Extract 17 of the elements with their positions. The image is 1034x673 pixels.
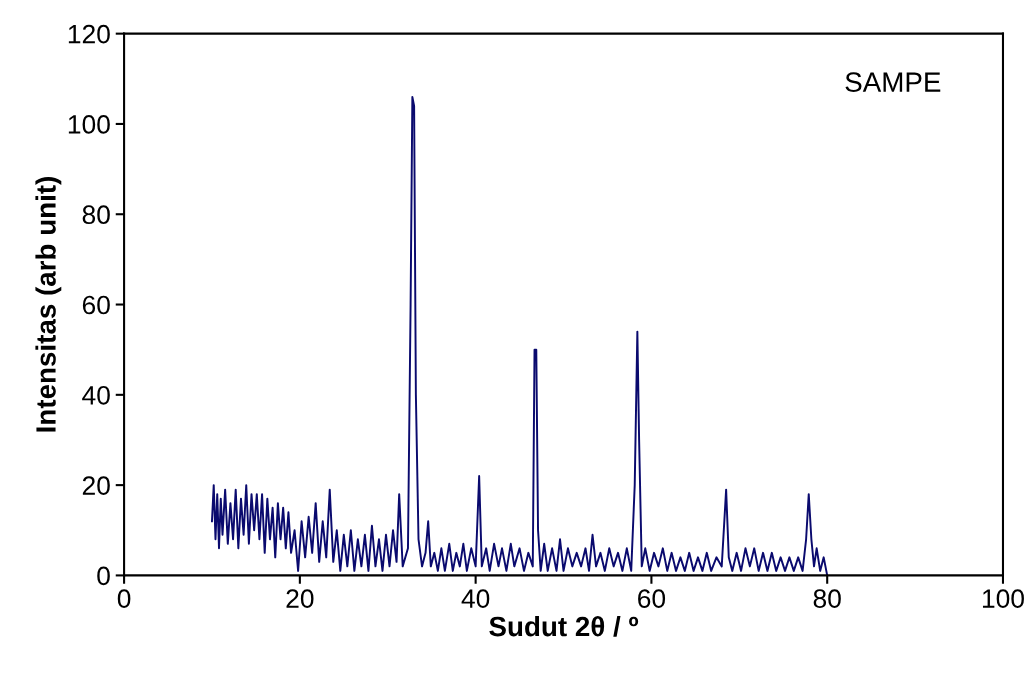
x-tick-label: 40 [461, 589, 490, 608]
y-tick-label: 80 [82, 205, 110, 225]
x-tick-label: 100 [982, 589, 1024, 608]
y-tick-label: 0 [97, 566, 110, 586]
x-tick-label: 20 [286, 589, 314, 608]
x-tick-label: 0 [117, 589, 131, 608]
y-tick-label: 60 [82, 295, 110, 315]
x-axis-title: Sudut 2θ / º [489, 615, 639, 637]
y-tick-label: 120 [68, 24, 110, 44]
y-tick-label: 20 [82, 476, 110, 495]
y-tick-label: 40 [82, 385, 110, 405]
x-tick-label: 60 [638, 589, 666, 608]
line-series [211, 95, 829, 576]
y-axis-title: Intensitas (arb unit) [35, 177, 62, 432]
y-tick-label: 100 [68, 115, 110, 134]
annotation: SAMPE [845, 72, 941, 92]
x-tick-label: 80 [813, 589, 841, 608]
